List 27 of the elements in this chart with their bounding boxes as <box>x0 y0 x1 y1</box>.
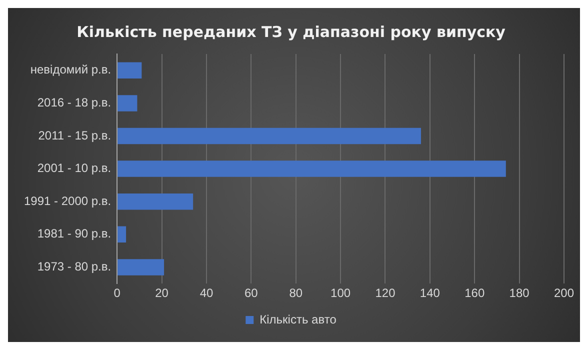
x-tick-label: 200 <box>554 286 574 300</box>
y-tick-label: 1981 - 90 р.в. <box>37 226 112 241</box>
y-tick-label: 2001 - 10 р.в. <box>37 161 112 176</box>
bar <box>118 160 506 177</box>
x-tick-label: 140 <box>420 286 440 300</box>
x-tick-label: 80 <box>289 286 303 300</box>
bar <box>118 259 164 276</box>
x-tick-label: 40 <box>200 286 214 300</box>
chart-title: Кількість переданих ТЗ у діапазоні року випуску <box>76 22 506 41</box>
legend-label: Кількість авто <box>260 312 337 326</box>
y-tick-label: 1973 - 80 р.в. <box>37 260 112 274</box>
y-tick-label: 2016 - 18 р.в. <box>37 96 112 110</box>
x-tick-label: 100 <box>330 286 351 300</box>
bar <box>118 193 194 210</box>
x-tick-label: 0 <box>114 286 121 300</box>
y-tick-label: 1991 - 2000 р.в. <box>24 194 112 208</box>
y-tick-label: 2011 - 15 р.в. <box>38 128 112 142</box>
bar <box>118 128 421 144</box>
x-tick-label: 180 <box>509 286 530 300</box>
x-tick-label: 120 <box>375 286 396 300</box>
bar <box>118 226 126 243</box>
x-tick-label: 20 <box>155 286 169 300</box>
bar <box>118 95 138 112</box>
bar <box>118 62 142 79</box>
x-tick-label: 160 <box>464 286 485 300</box>
y-tick-label: невідомий р.в. <box>30 62 112 77</box>
x-tick-label: 60 <box>244 286 258 300</box>
